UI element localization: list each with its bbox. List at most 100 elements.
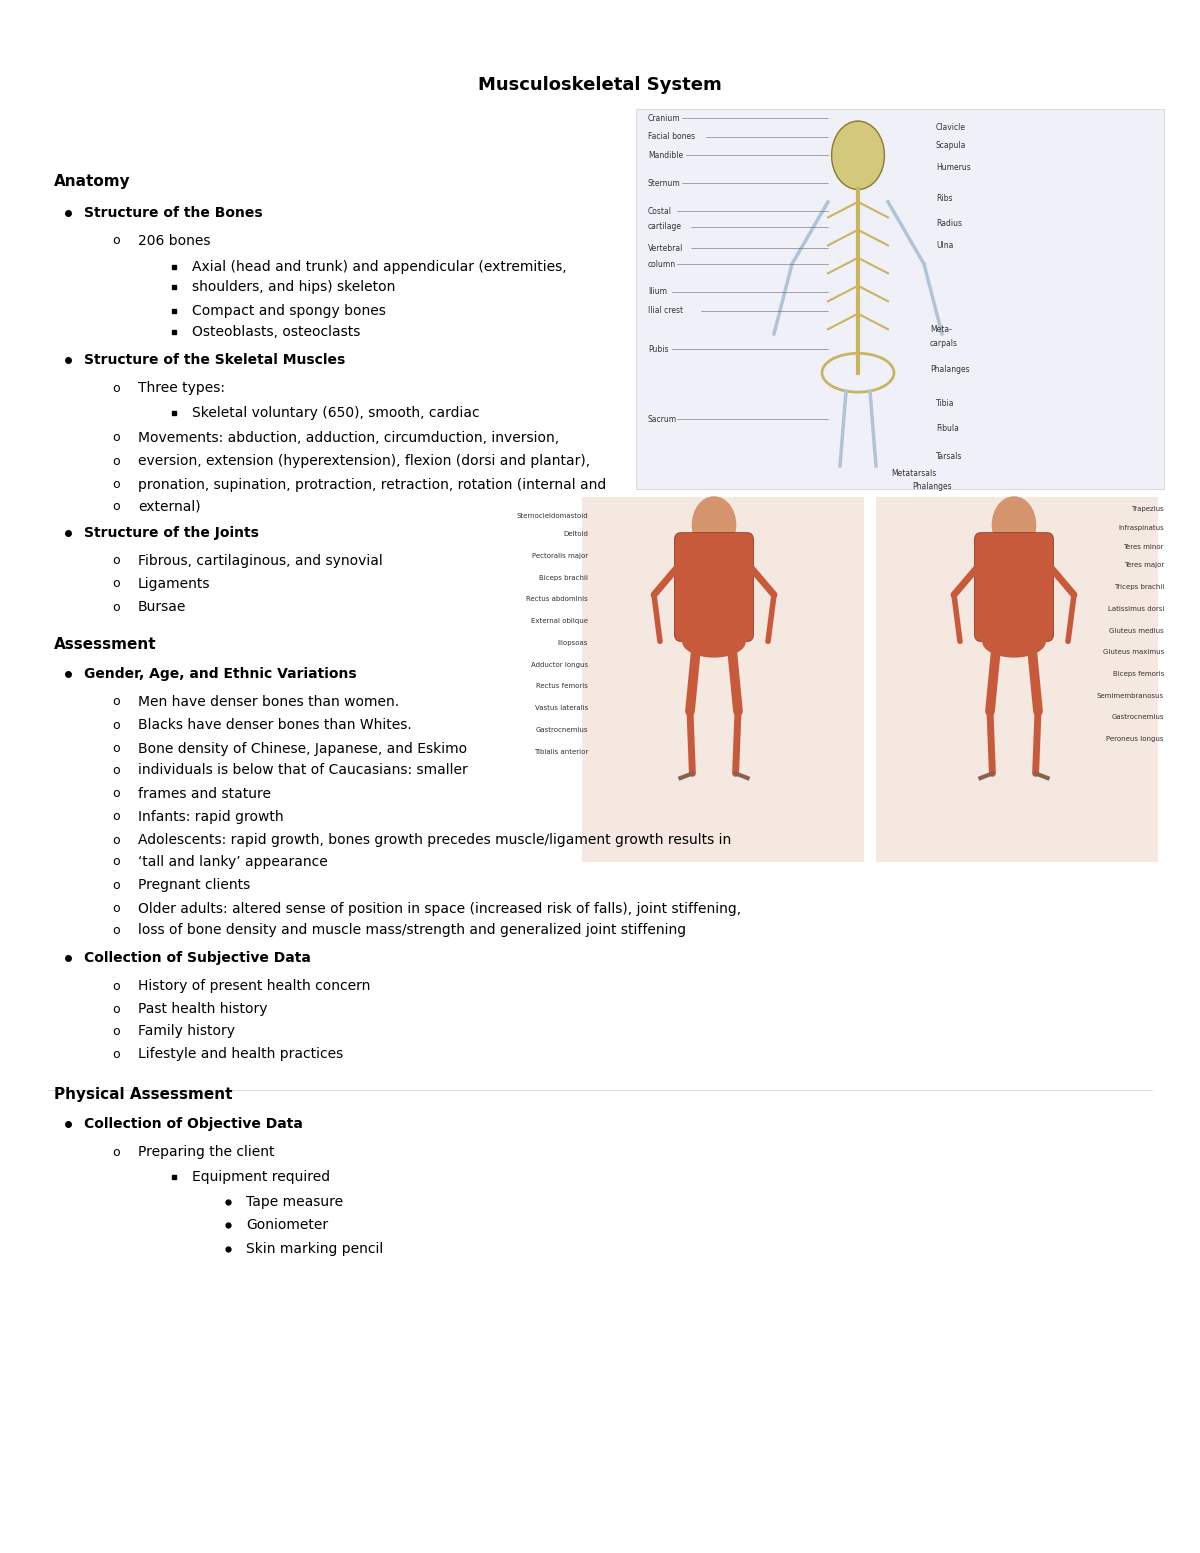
Text: Family history: Family history xyxy=(138,1023,235,1039)
Text: Fibula: Fibula xyxy=(936,424,959,433)
Text: o: o xyxy=(113,500,120,512)
Text: o: o xyxy=(113,719,120,731)
Text: Gender, Age, and Ethnic Variations: Gender, Age, and Ethnic Variations xyxy=(84,666,356,682)
Text: Fibrous, cartilaginous, and synovial: Fibrous, cartilaginous, and synovial xyxy=(138,553,383,568)
Text: o: o xyxy=(113,980,120,992)
Text: Adductor longus: Adductor longus xyxy=(530,662,588,668)
Text: Gluteus maximus: Gluteus maximus xyxy=(1103,649,1164,655)
Text: Blacks have denser bones than Whites.: Blacks have denser bones than Whites. xyxy=(138,717,412,733)
Text: Pregnant clients: Pregnant clients xyxy=(138,877,251,893)
Text: Latissimus dorsi: Latissimus dorsi xyxy=(1108,606,1164,612)
Text: External oblique: External oblique xyxy=(530,618,588,624)
Ellipse shape xyxy=(683,626,745,657)
Text: Men have denser bones than women.: Men have denser bones than women. xyxy=(138,694,400,710)
Text: o: o xyxy=(113,478,120,491)
Circle shape xyxy=(692,497,736,553)
Text: Past health history: Past health history xyxy=(138,1002,268,1017)
Text: o: o xyxy=(113,554,120,567)
Text: o: o xyxy=(113,1003,120,1016)
Text: o: o xyxy=(113,1025,120,1037)
FancyBboxPatch shape xyxy=(582,497,864,862)
Text: Assessment: Assessment xyxy=(54,637,157,652)
Text: Musculoskeletal System: Musculoskeletal System xyxy=(478,76,722,95)
Text: o: o xyxy=(113,742,120,755)
Text: Pubis: Pubis xyxy=(648,345,668,354)
Text: Three types:: Three types: xyxy=(138,380,226,396)
Text: o: o xyxy=(113,1146,120,1159)
Text: o: o xyxy=(113,696,120,708)
Text: Phalanges: Phalanges xyxy=(930,365,970,374)
Text: pronation, supination, protraction, retraction, rotation (internal and: pronation, supination, protraction, retr… xyxy=(138,477,606,492)
Text: Gluteus medius: Gluteus medius xyxy=(1109,627,1164,634)
Text: Collection of Objective Data: Collection of Objective Data xyxy=(84,1117,302,1132)
Text: Tibialis anterior: Tibialis anterior xyxy=(534,749,588,755)
Text: Biceps brachii: Biceps brachii xyxy=(539,575,588,581)
Text: Ilium: Ilium xyxy=(648,287,667,297)
Text: Sternocleidomastoid: Sternocleidomastoid xyxy=(516,512,588,519)
FancyBboxPatch shape xyxy=(974,533,1054,641)
Text: o: o xyxy=(113,924,120,936)
Text: Ribs: Ribs xyxy=(936,194,953,203)
Text: shoulders, and hips) skeleton: shoulders, and hips) skeleton xyxy=(192,280,395,295)
Text: Lifestyle and health practices: Lifestyle and health practices xyxy=(138,1047,343,1062)
Text: Movements: abduction, adduction, circumduction, inversion,: Movements: abduction, adduction, circumd… xyxy=(138,430,559,446)
Text: Triceps brachii: Triceps brachii xyxy=(1114,584,1164,590)
Text: Rectus abdominis: Rectus abdominis xyxy=(527,596,588,603)
Text: Structure of the Joints: Structure of the Joints xyxy=(84,525,259,540)
Text: Teres minor: Teres minor xyxy=(1123,544,1164,550)
Text: Clavicle: Clavicle xyxy=(936,123,966,132)
Text: Vertebral: Vertebral xyxy=(648,244,683,253)
Text: ‘tall and lanky’ appearance: ‘tall and lanky’ appearance xyxy=(138,854,328,870)
Text: Infants: rapid growth: Infants: rapid growth xyxy=(138,809,283,825)
Text: Metatarsals: Metatarsals xyxy=(892,469,937,478)
Text: Goniometer: Goniometer xyxy=(246,1218,328,1233)
Text: o: o xyxy=(113,1048,120,1061)
Text: Ligaments: Ligaments xyxy=(138,576,210,592)
Text: Trapezius: Trapezius xyxy=(1132,506,1164,512)
Text: o: o xyxy=(113,879,120,891)
Text: carpals: carpals xyxy=(930,339,958,348)
Text: Structure of the Bones: Structure of the Bones xyxy=(84,205,263,221)
Text: Compact and spongy bones: Compact and spongy bones xyxy=(192,303,386,318)
Text: History of present health concern: History of present health concern xyxy=(138,978,371,994)
Text: Skin marking pencil: Skin marking pencil xyxy=(246,1241,383,1256)
Text: o: o xyxy=(113,455,120,467)
Text: Tape measure: Tape measure xyxy=(246,1194,343,1210)
Text: Deltoid: Deltoid xyxy=(563,531,588,537)
Text: Structure of the Skeletal Muscles: Structure of the Skeletal Muscles xyxy=(84,353,346,368)
Text: Facial bones: Facial bones xyxy=(648,132,695,141)
Text: Osteoblasts, osteoclasts: Osteoblasts, osteoclasts xyxy=(192,325,360,340)
Text: Vastus lateralis: Vastus lateralis xyxy=(535,705,588,711)
Text: external): external) xyxy=(138,499,200,514)
Text: Tibia: Tibia xyxy=(936,399,954,408)
Text: Collection of Subjective Data: Collection of Subjective Data xyxy=(84,950,311,966)
Text: o: o xyxy=(113,235,120,247)
Text: Meta-: Meta- xyxy=(930,325,952,334)
FancyBboxPatch shape xyxy=(876,497,1158,862)
Text: o: o xyxy=(113,764,120,776)
Text: 206 bones: 206 bones xyxy=(138,233,210,248)
Text: o: o xyxy=(113,601,120,613)
Ellipse shape xyxy=(983,626,1045,657)
Text: Phalanges: Phalanges xyxy=(912,481,952,491)
Text: o: o xyxy=(113,811,120,823)
Text: o: o xyxy=(113,902,120,915)
Text: Bone density of Chinese, Japanese, and Eskimo: Bone density of Chinese, Japanese, and E… xyxy=(138,741,467,756)
Text: Ulna: Ulna xyxy=(936,241,953,250)
Circle shape xyxy=(992,497,1036,553)
Text: Humerus: Humerus xyxy=(936,163,971,172)
Text: o: o xyxy=(113,578,120,590)
Text: Sternum: Sternum xyxy=(648,179,680,188)
Circle shape xyxy=(832,121,884,189)
Text: Peroneus longus: Peroneus longus xyxy=(1106,736,1164,742)
Text: Gastrocnemius: Gastrocnemius xyxy=(535,727,588,733)
FancyBboxPatch shape xyxy=(674,533,754,641)
Text: Iliopsoas: Iliopsoas xyxy=(558,640,588,646)
Text: loss of bone density and muscle mass/strength and generalized joint stiffening: loss of bone density and muscle mass/str… xyxy=(138,922,686,938)
Text: Adolescents: rapid growth, bones growth precedes muscle/ligament growth results : Adolescents: rapid growth, bones growth … xyxy=(138,832,731,848)
Text: Older adults: altered sense of position in space (increased risk of falls), join: Older adults: altered sense of position … xyxy=(138,901,742,916)
Text: Gastrocnemius: Gastrocnemius xyxy=(1111,714,1164,721)
Text: Sacrum: Sacrum xyxy=(648,415,677,424)
Text: Semimembranosus: Semimembranosus xyxy=(1097,693,1164,699)
Text: Infraspinatus: Infraspinatus xyxy=(1118,525,1164,531)
